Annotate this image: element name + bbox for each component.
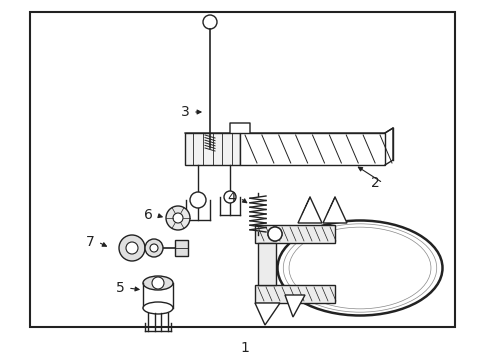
Text: 6: 6	[143, 208, 152, 222]
Circle shape	[165, 206, 190, 230]
Text: 2: 2	[370, 176, 379, 190]
Circle shape	[145, 239, 163, 257]
Bar	[254, 225, 334, 243]
Ellipse shape	[142, 276, 173, 290]
Bar	[184, 133, 240, 165]
Bar	[254, 285, 334, 303]
Polygon shape	[285, 295, 305, 317]
Polygon shape	[254, 303, 280, 325]
Bar	[175, 240, 187, 256]
Bar	[30, 12, 454, 327]
Polygon shape	[297, 197, 321, 223]
Circle shape	[190, 192, 205, 208]
Bar	[240, 133, 384, 165]
Text: 4: 4	[227, 191, 236, 205]
Text: 3: 3	[180, 105, 189, 119]
Text: 5: 5	[115, 281, 124, 295]
Text: 7: 7	[85, 235, 94, 249]
Circle shape	[267, 227, 282, 241]
Text: 1: 1	[240, 341, 249, 355]
Ellipse shape	[277, 220, 442, 315]
Circle shape	[152, 277, 163, 289]
Polygon shape	[323, 197, 346, 223]
Bar	[258, 243, 275, 285]
Circle shape	[203, 15, 217, 29]
Circle shape	[126, 242, 138, 254]
Circle shape	[150, 244, 158, 252]
Circle shape	[173, 213, 183, 223]
Circle shape	[267, 227, 282, 241]
Circle shape	[224, 191, 236, 203]
Circle shape	[119, 235, 145, 261]
Ellipse shape	[142, 302, 173, 314]
